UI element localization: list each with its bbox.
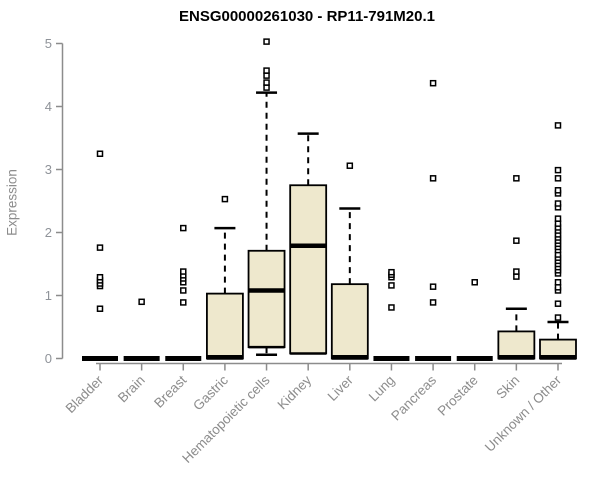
x-tick-label: Skin	[493, 373, 522, 402]
y-tick-label: 1	[45, 288, 52, 303]
x-tick-label: Liver	[325, 372, 357, 404]
outlier-point	[263, 38, 270, 45]
box	[497, 330, 536, 360]
outlier-point	[513, 175, 520, 182]
outlier-point	[554, 175, 562, 182]
x-tick-label: Brain	[115, 373, 148, 406]
x-tick-label: Gastric	[190, 372, 231, 413]
outlier-point	[96, 273, 104, 281]
x-tick-label: Lung	[366, 373, 398, 405]
outlier-point	[554, 279, 562, 286]
chart-title: ENSG00000261030 - RP11-791M20.1	[178, 8, 435, 25]
outlier-point	[554, 166, 562, 174]
outlier-point	[554, 284, 562, 291]
outlier-point	[513, 273, 520, 280]
outlier-point	[554, 215, 562, 222]
outlier-point	[138, 298, 145, 306]
outlier-point	[96, 150, 104, 157]
outlier-point	[429, 299, 437, 306]
outlier-point	[513, 268, 520, 275]
collapsed-box	[123, 356, 160, 361]
outlier-point	[554, 300, 562, 307]
outlier-point	[263, 72, 270, 79]
outlier-point	[429, 79, 437, 87]
x-tick-label: Bladder	[63, 372, 107, 416]
outlier-point	[554, 122, 562, 129]
outlier-point	[263, 84, 270, 91]
y-tick-label: 5	[45, 36, 52, 51]
outlier-point	[429, 283, 437, 290]
outlier-point	[263, 67, 270, 74]
outlier-point	[513, 237, 520, 244]
outlier-point	[429, 175, 437, 182]
outlier-point	[180, 299, 187, 306]
outlier-point	[180, 268, 187, 275]
y-axis-label: Expression	[4, 169, 20, 236]
outlier-point	[554, 314, 562, 321]
y-tick-label: 2	[45, 225, 52, 240]
outlier-point	[263, 79, 270, 86]
x-tick-label: Breast	[151, 372, 189, 410]
box	[289, 184, 328, 355]
outlier-point	[96, 244, 104, 251]
x-tick-label: Prostate	[435, 373, 481, 419]
x-tick-label: Unknown / Other	[482, 372, 565, 455]
box	[206, 292, 244, 360]
outlier-point	[554, 220, 562, 227]
x-tick-label: Kidney	[275, 372, 315, 412]
outlier-point	[388, 268, 395, 276]
outlier-point	[471, 279, 478, 286]
box	[247, 249, 286, 349]
collapsed-box	[82, 356, 118, 361]
outlier-point	[388, 304, 395, 311]
collapsed-box	[415, 356, 452, 361]
y-tick-label: 3	[45, 162, 52, 177]
box	[330, 283, 369, 360]
outlier-point	[221, 195, 229, 203]
collapsed-box	[456, 356, 493, 361]
outlier-point	[554, 200, 562, 207]
outlier-point	[554, 187, 562, 194]
y-tick-label: 0	[45, 351, 52, 366]
outlier-point	[388, 282, 395, 289]
x-tick-label: Pancreas	[388, 372, 439, 423]
outlier-point	[96, 305, 104, 312]
collapsed-box	[373, 356, 410, 361]
outlier-point	[180, 287, 187, 294]
collapsed-box	[165, 356, 202, 361]
y-tick-label: 4	[45, 99, 52, 114]
outlier-point	[346, 162, 354, 169]
outlier-point	[180, 224, 187, 232]
